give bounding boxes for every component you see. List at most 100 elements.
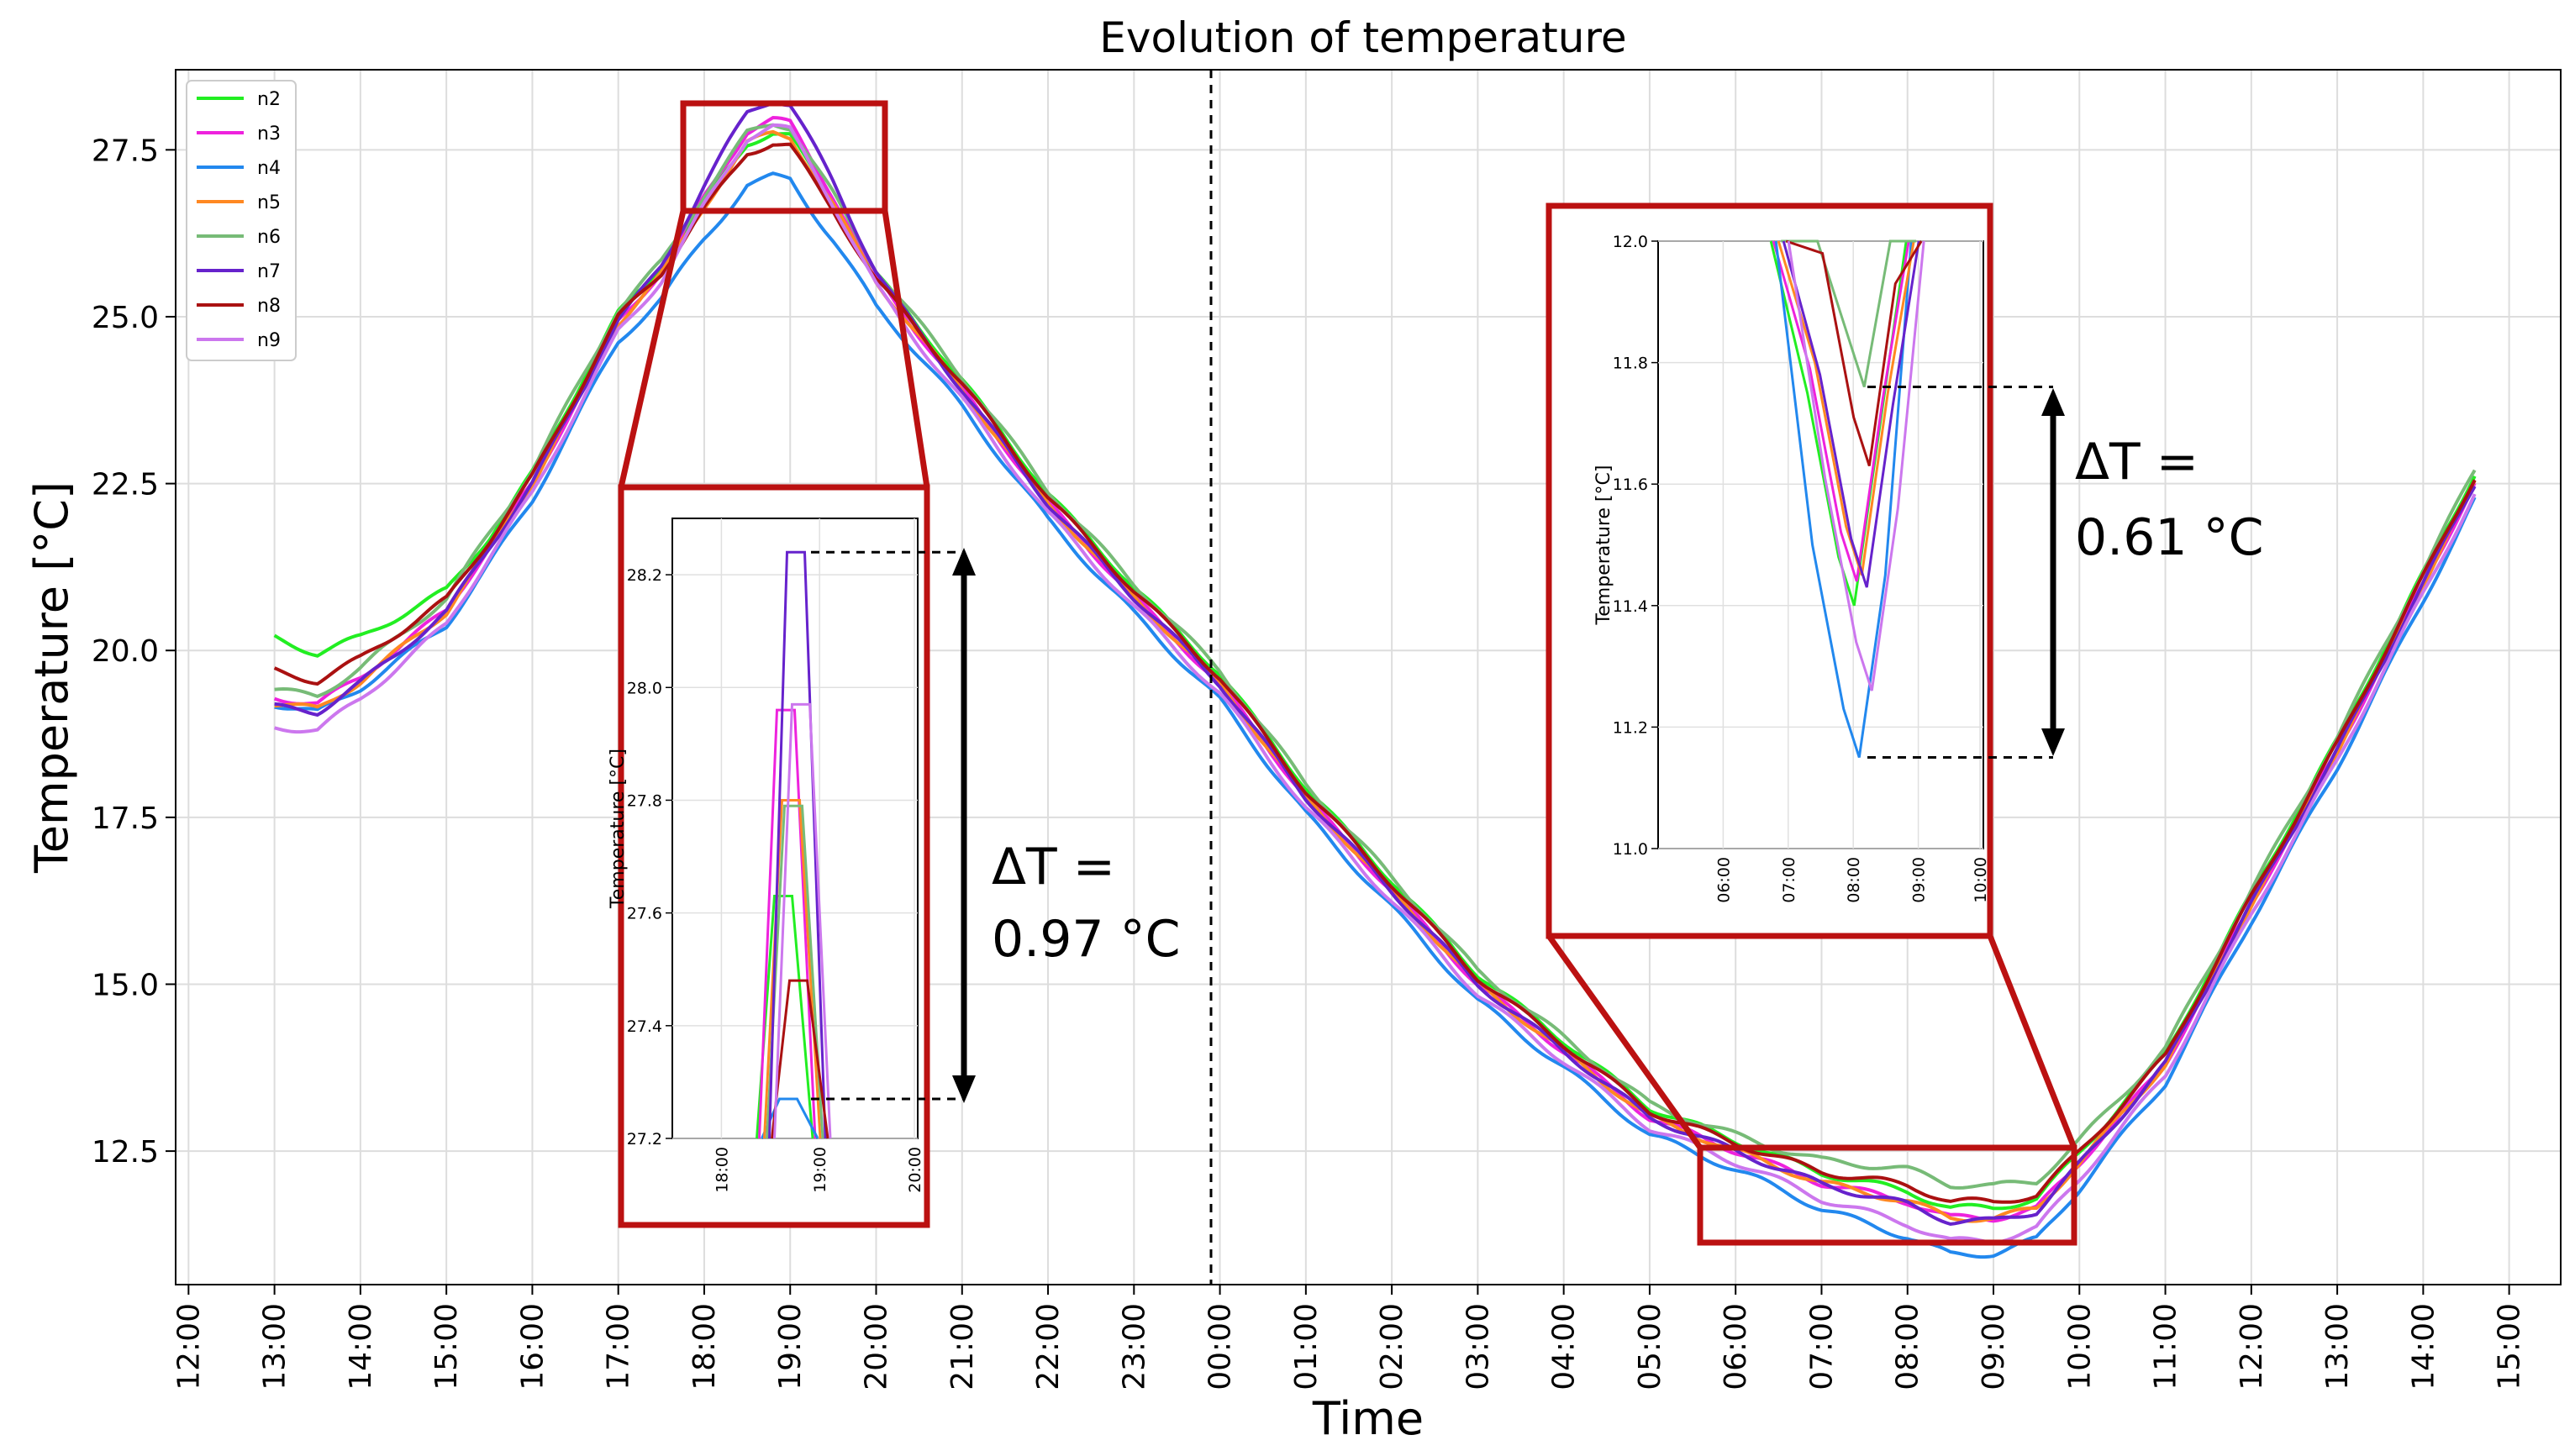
trough-delta-line2: 0.61 °C bbox=[2075, 508, 2264, 567]
inset-series-line-n9 bbox=[1787, 240, 1925, 691]
series-line-n7 bbox=[274, 101, 2477, 1227]
inset-series-line-n9 bbox=[773, 702, 832, 1139]
main-grid bbox=[176, 70, 2561, 1285]
legend-label-n7: n7 bbox=[257, 261, 281, 282]
inset-y-tick-label: 11.4 bbox=[1613, 597, 1648, 616]
peak-delta-line1: ΔT = bbox=[992, 838, 1115, 896]
inset-x-tick-label: 10:00 bbox=[1972, 857, 1990, 903]
y-tick-label: 22.5 bbox=[92, 468, 159, 502]
y-tick-label: 20.0 bbox=[92, 634, 159, 669]
chart-title: Evolution of temperature bbox=[1099, 13, 1626, 62]
inset-axes bbox=[671, 518, 919, 1139]
inset-series-line-n4 bbox=[1774, 240, 1913, 758]
inset-y-tick-label: 11.8 bbox=[1613, 355, 1648, 373]
series-line-n9 bbox=[274, 123, 2477, 1245]
series-line-n4 bbox=[274, 171, 2477, 1259]
y-tick-label: 25.0 bbox=[92, 301, 159, 335]
trough-connector-left bbox=[1546, 933, 1703, 1150]
y-tick-label: 15.0 bbox=[92, 968, 159, 1002]
inset-y-axis-label: Temperature [°C] bbox=[608, 749, 629, 909]
x-tick-label: 15:00 bbox=[2493, 1303, 2527, 1390]
plot-frame bbox=[175, 69, 2562, 1285]
inset-axes bbox=[1657, 240, 1984, 849]
x-tick-label: 12:00 bbox=[2235, 1303, 2269, 1390]
series-line-n3 bbox=[273, 115, 2477, 1223]
x-tick-label: 17:00 bbox=[602, 1303, 636, 1390]
legend-label-n9: n9 bbox=[257, 330, 281, 351]
inset-x-tick-label: 08:00 bbox=[1845, 857, 1863, 903]
x-tick-label: 22:00 bbox=[1031, 1303, 1066, 1390]
x-tick-label: 21:00 bbox=[945, 1303, 980, 1390]
peak-connector-left bbox=[618, 210, 687, 488]
inset-series-line-n7 bbox=[1782, 240, 1920, 588]
x-tick-label: 11:00 bbox=[2149, 1303, 2183, 1390]
series-line-n2 bbox=[273, 132, 2477, 1211]
inset-x-tick-label: 06:00 bbox=[1714, 857, 1733, 903]
trough-highlight-box bbox=[1697, 1144, 2077, 1246]
x-tick-label: 07:00 bbox=[1804, 1303, 1839, 1390]
inset-y-tick-label: 11.2 bbox=[1613, 718, 1648, 737]
trough-connector-right bbox=[1987, 934, 2077, 1149]
inset-y-tick-label: 27.8 bbox=[627, 791, 662, 810]
inset-y-tick-label: 11.0 bbox=[1613, 840, 1648, 859]
peak-connector-right bbox=[882, 210, 930, 488]
series-line-n6 bbox=[274, 123, 2477, 1190]
inset-series-line-n3 bbox=[758, 708, 817, 1139]
x-axis-label: Time bbox=[1312, 1392, 1424, 1445]
y-axis-label: Temperature [°C] bbox=[25, 481, 78, 874]
peak-delta-line2: 0.97 °C bbox=[992, 910, 1181, 969]
legend-label-n2: n2 bbox=[257, 89, 281, 110]
legend-label-n4: n4 bbox=[257, 158, 281, 179]
x-tick-label: 05:00 bbox=[1633, 1303, 1667, 1390]
x-tick-label: 04:00 bbox=[1547, 1303, 1582, 1390]
x-tick-label: 08:00 bbox=[1891, 1303, 1925, 1390]
inset-y-tick-label: 12.0 bbox=[1613, 233, 1648, 251]
x-tick-label: 18:00 bbox=[687, 1303, 722, 1390]
x-tick-label: 23:00 bbox=[1117, 1303, 1151, 1390]
inset-y-tick-label: 27.6 bbox=[627, 905, 662, 923]
y-tick-label: 17.5 bbox=[92, 802, 159, 836]
x-tick-label: 16:00 bbox=[515, 1303, 550, 1390]
legend: n2 n3 n4 n5 n6 n7 n8 n9 bbox=[186, 80, 297, 361]
x-tick-label: 06:00 bbox=[1719, 1303, 1753, 1390]
inset-x-tick-label: 18:00 bbox=[713, 1147, 731, 1193]
x-axis-ticks: 12:00 13:00 14:00 15:00 16:00 17:00 18:00 19:00… bbox=[171, 1285, 2527, 1390]
y-tick-label: 27.5 bbox=[92, 134, 159, 168]
inset-x-tick-label: 20:00 bbox=[906, 1147, 924, 1193]
legend-label-n6: n6 bbox=[257, 227, 281, 248]
inset-x-tick-label: 07:00 bbox=[1780, 857, 1798, 903]
inset-series-line-n6 bbox=[1781, 239, 1917, 387]
inset-y-tick-label: 11.6 bbox=[1613, 476, 1648, 494]
inset-y-tick-label: 27.2 bbox=[627, 1130, 662, 1149]
x-tick-label: 13:00 bbox=[258, 1303, 292, 1390]
x-tick-label: 14:00 bbox=[344, 1303, 378, 1390]
x-tick-label: 10:00 bbox=[2062, 1303, 2097, 1390]
inset-y-tick-label: 28.2 bbox=[627, 566, 662, 585]
y-tick-label: 12.5 bbox=[92, 1135, 159, 1170]
x-tick-label: 15:00 bbox=[429, 1303, 464, 1390]
trough-delta-arrow bbox=[2041, 388, 2065, 756]
series-line-n5 bbox=[274, 129, 2477, 1223]
inset-series-line-n7 bbox=[768, 550, 827, 1139]
legend-box bbox=[186, 80, 297, 361]
x-tick-label: 14:00 bbox=[2406, 1303, 2441, 1390]
legend-label-n8: n8 bbox=[257, 296, 281, 317]
x-tick-label: 13:00 bbox=[2320, 1303, 2355, 1390]
inset-x-tick-label: 09:00 bbox=[1910, 857, 1929, 903]
x-tick-label: 20:00 bbox=[860, 1303, 894, 1390]
x-tick-label: 01:00 bbox=[1289, 1303, 1324, 1390]
trough-delta-line1: ΔT = bbox=[2075, 433, 2198, 491]
x-tick-label: 02:00 bbox=[1375, 1303, 1409, 1390]
x-tick-label: 09:00 bbox=[1977, 1303, 2011, 1390]
series-line-n8 bbox=[273, 142, 2477, 1204]
peak-highlight-box bbox=[680, 100, 888, 214]
legend-label-n5: n5 bbox=[257, 192, 281, 213]
trough-inset: 11.0 11.2 11.4 11.6 11.8 12.0 06:00 07:00 08:00 0… bbox=[1593, 233, 2053, 903]
inset-series-line-n6 bbox=[766, 804, 824, 1139]
x-tick-label: 00:00 bbox=[1203, 1303, 1238, 1390]
inset-y-axis-label: Temperature [°C] bbox=[1593, 465, 1614, 626]
inset-series-line-n8 bbox=[1785, 239, 1923, 466]
peak-delta-arrow bbox=[952, 548, 976, 1103]
legend-label-n3: n3 bbox=[257, 124, 281, 145]
